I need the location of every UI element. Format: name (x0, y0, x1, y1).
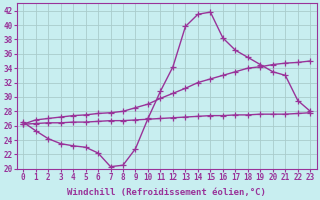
X-axis label: Windchill (Refroidissement éolien,°C): Windchill (Refroidissement éolien,°C) (67, 188, 266, 197)
